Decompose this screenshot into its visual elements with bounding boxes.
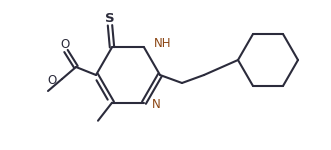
Text: O: O xyxy=(60,38,70,51)
Text: S: S xyxy=(105,12,115,25)
Text: NH: NH xyxy=(154,37,171,50)
Text: N: N xyxy=(152,98,161,111)
Text: O: O xyxy=(48,74,57,87)
